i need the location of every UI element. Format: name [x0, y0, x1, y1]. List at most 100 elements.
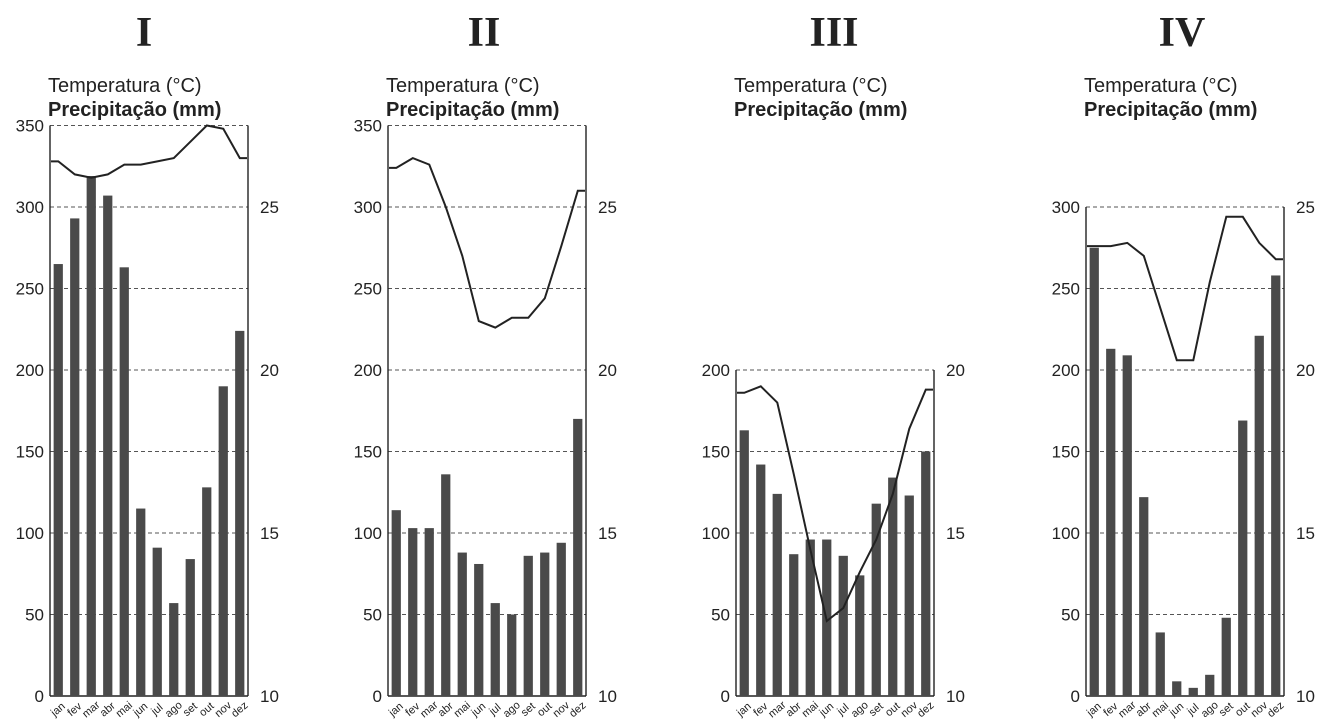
precipitation-bar	[474, 563, 484, 696]
precipitation-bar	[1106, 348, 1116, 696]
precipitation-bar	[490, 603, 500, 696]
y2-tick-label: 15	[946, 524, 965, 543]
precipitation-label: Precipitação (mm)	[386, 99, 559, 121]
y-tick-label: 150	[702, 443, 730, 462]
y2-tick-label: 20	[260, 361, 279, 380]
month-label: jul	[148, 702, 165, 719]
temperature-line	[389, 156, 585, 329]
temperature-label: Temperatura (°C)	[734, 75, 888, 97]
precipitation-bar	[424, 528, 434, 696]
precipitation-bar	[772, 493, 782, 696]
month-label: jun	[131, 700, 151, 719]
month-label: jun	[817, 700, 837, 719]
y-tick-label: 0	[721, 687, 730, 706]
y-tick-label: 50	[363, 606, 382, 625]
precipitation-bar	[756, 464, 766, 696]
precipitation-bar	[1188, 687, 1198, 696]
precipitation-bar	[855, 575, 865, 696]
month-label: jun	[1167, 700, 1187, 719]
y-tick-label: 250	[16, 280, 44, 299]
precipitation-bar	[185, 559, 195, 696]
precipitation-label: Precipitação (mm)	[48, 99, 221, 121]
y-tick-label: 350	[354, 117, 382, 136]
precipitation-bar	[573, 418, 583, 696]
month-label: jun	[469, 700, 489, 719]
precipitation-bar	[871, 503, 881, 696]
precipitation-bar	[789, 554, 799, 696]
precipitation-bar	[1139, 497, 1149, 696]
y-tick-label: 50	[711, 606, 730, 625]
month-label: jul	[1184, 702, 1201, 719]
precipitation-bar	[904, 495, 914, 696]
temperature-line	[51, 124, 247, 179]
y-tick-label: 250	[354, 280, 382, 299]
precipitation-bar	[1122, 355, 1132, 696]
y2-tick-label: 25	[260, 198, 279, 217]
y-tick-label: 50	[25, 606, 44, 625]
precipitation-bar	[119, 267, 129, 696]
y2-tick-label: 15	[260, 524, 279, 543]
y2-tick-label: 15	[598, 524, 617, 543]
precipitation-bar	[1089, 247, 1099, 696]
month-label: dez	[915, 699, 936, 720]
precipitation-bar	[1238, 420, 1248, 696]
precipitation-bar	[169, 603, 179, 696]
month-label: dez	[1265, 699, 1286, 720]
precipitation-bar	[457, 552, 467, 696]
y-tick-label: 0	[35, 687, 44, 706]
y-tick-label: 350	[16, 117, 44, 136]
y2-tick-label: 20	[598, 361, 617, 380]
temperature-line	[737, 385, 933, 623]
climograph-iv: IV Temperatura (°C)Precipitação (mm) 0 50 10…	[1052, 10, 1315, 720]
precipitation-bar	[523, 555, 533, 696]
y-tick-label: 100	[1052, 524, 1080, 543]
y-tick-label: 300	[1052, 198, 1080, 217]
y-tick-label: 250	[1052, 280, 1080, 299]
climograph-ii: II Temperatura (°C)Precipitação (mm) 0 50 10…	[354, 10, 617, 720]
y-tick-label: 0	[373, 687, 382, 706]
precipitation-bar	[218, 386, 228, 696]
y2-tick-label: 10	[260, 687, 279, 706]
precipitation-bar	[805, 539, 815, 696]
y2-tick-label: 20	[946, 361, 965, 380]
precipitation-bar	[921, 451, 931, 696]
y-tick-label: 300	[354, 198, 382, 217]
y-tick-label: 150	[354, 443, 382, 462]
precipitation-bar	[441, 474, 451, 696]
precipitation-label: Precipitação (mm)	[1084, 99, 1257, 121]
y-tick-label: 100	[702, 524, 730, 543]
precipitation-label: Precipitação (mm)	[734, 99, 907, 121]
precipitation-bar	[739, 430, 749, 696]
month-label: jul	[486, 702, 503, 719]
chart-title: III	[809, 10, 858, 56]
precipitation-bar	[136, 508, 146, 696]
precipitation-bar	[235, 330, 245, 696]
precipitation-bar	[1205, 674, 1215, 696]
temperature-label: Temperatura (°C)	[1084, 75, 1238, 97]
chart-title: IV	[1159, 10, 1206, 56]
climograph-i: I Temperatura (°C)Precipitação (mm) 0 50 100…	[16, 10, 279, 720]
precipitation-bar	[152, 547, 162, 696]
precipitation-bar	[1172, 681, 1182, 696]
month-label: dez	[229, 699, 250, 720]
precipitation-bar	[53, 264, 63, 696]
y2-tick-label: 20	[1296, 361, 1315, 380]
precipitation-bar	[888, 477, 898, 696]
precipitation-bar	[391, 510, 401, 696]
y-tick-label: 300	[16, 198, 44, 217]
month-label: dez	[567, 699, 588, 720]
temperature-line	[1087, 215, 1283, 362]
chart-title: II	[468, 10, 501, 56]
y-tick-label: 50	[1061, 606, 1080, 625]
precipitation-bar	[1254, 335, 1264, 696]
precipitation-bar	[1221, 617, 1231, 696]
y2-tick-label: 10	[1296, 687, 1315, 706]
y2-tick-label: 10	[946, 687, 965, 706]
precipitation-bar	[103, 195, 113, 696]
y2-tick-label: 25	[1296, 198, 1315, 217]
precipitation-bar	[838, 555, 848, 696]
month-label: jul	[834, 702, 851, 719]
climograph-iii: III Temperatura (°C)Precipitação (mm) 0 50 1…	[702, 10, 965, 720]
precipitation-bar	[507, 614, 517, 696]
